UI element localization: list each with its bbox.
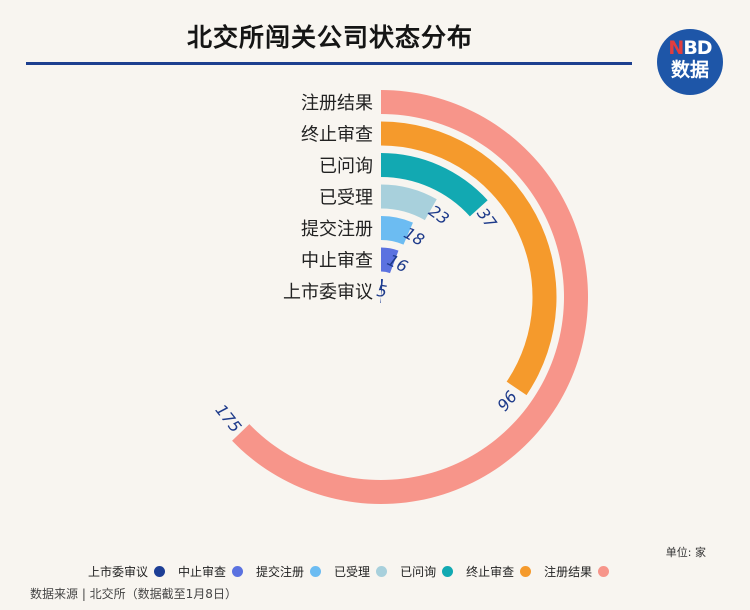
legend-item: 终止审查: [466, 563, 532, 580]
unit-label: 单位: 家: [665, 546, 706, 559]
value-label: 175: [211, 401, 245, 437]
category-label: 提交注册: [301, 219, 373, 240]
category-label: 注册结果: [301, 93, 373, 114]
bar-6: [381, 247, 399, 274]
bar-2: [381, 121, 557, 396]
value-label: 96: [493, 387, 521, 415]
category-label: 已受理: [319, 188, 373, 209]
legend-swatch: [310, 565, 322, 577]
legend-swatch: [376, 565, 388, 577]
legend: 上市委审议 中止审查 提交注册 已受理 已问询 终止审查 注册结果: [88, 563, 622, 579]
data-source: 数据来源 | 北交所（数据截至1月8日）: [30, 587, 237, 601]
legend-swatch: [598, 565, 610, 577]
legend-label: 已问询: [400, 564, 437, 579]
bar-3: [381, 153, 488, 217]
value-label: 5: [375, 281, 388, 301]
category-label: 上市委审议: [283, 282, 373, 303]
legend-item: 上市委审议: [88, 563, 166, 580]
legend-item: 注册结果: [544, 563, 610, 580]
legend-swatch: [154, 565, 166, 577]
bar-4: [381, 184, 437, 221]
category-label: 中止审查: [301, 251, 373, 272]
category-label: 已问询: [319, 156, 373, 177]
bar-7: [380, 279, 384, 303]
legend-label: 终止审查: [466, 564, 515, 579]
category-label: 终止审查: [301, 125, 373, 146]
nbd-logo: NBD 数据: [657, 29, 723, 95]
chart-title: 北交所闯关公司状态分布: [186, 23, 473, 52]
title-underline: [26, 62, 632, 65]
legend-label: 注册结果: [544, 564, 593, 579]
legend-item: 已受理: [334, 563, 388, 580]
legend-label: 提交注册: [256, 564, 305, 579]
logo-text-nbd: NBD: [668, 37, 712, 59]
legend-swatch: [520, 565, 532, 577]
logo-text-data: 数据: [670, 59, 709, 81]
legend-swatch: [442, 565, 454, 577]
legend-swatch: [232, 565, 244, 577]
legend-label: 已受理: [334, 564, 371, 579]
legend-item: 已问询: [400, 563, 454, 580]
legend-item: 提交注册: [256, 563, 322, 580]
bar-5: [381, 216, 413, 245]
legend-label: 上市委审议: [88, 564, 149, 579]
legend-label: 中止审查: [178, 564, 227, 579]
legend-item: 中止审查: [178, 563, 244, 580]
bar-1: [232, 90, 588, 504]
